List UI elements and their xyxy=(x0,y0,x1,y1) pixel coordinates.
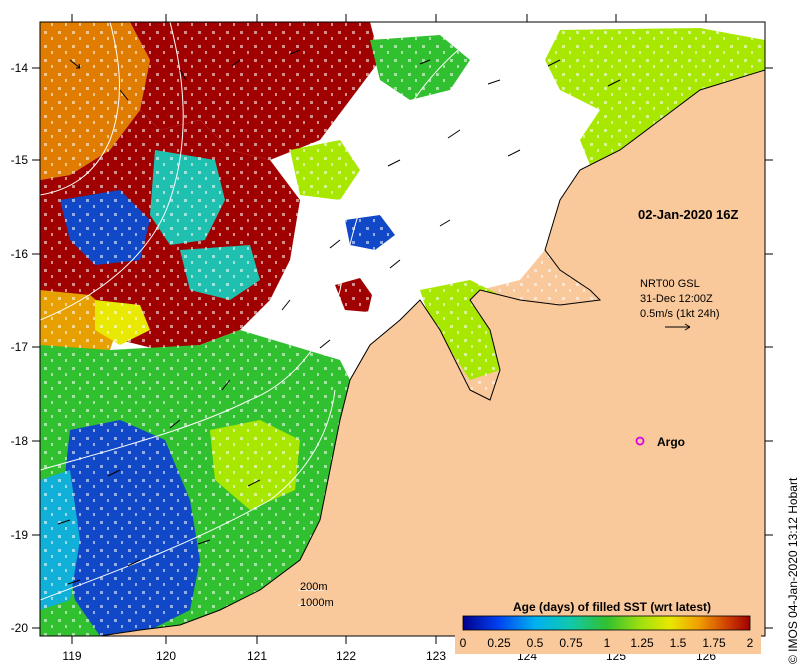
colorbar-tick: 1.75 xyxy=(702,636,726,650)
y-tick-label: -17 xyxy=(11,340,29,354)
colorbar-tick: 2 xyxy=(747,636,754,650)
y-tick-label: -16 xyxy=(11,247,29,261)
colorbar-legend: Age (days) of filled SST (wrt latest) 0 … xyxy=(455,598,761,654)
y-tick-label: -20 xyxy=(11,621,29,635)
colorbar-tick: 1.25 xyxy=(630,636,654,650)
contour-legend-1000m: 1000m xyxy=(300,597,334,609)
bathy-contour-west xyxy=(40,22,120,196)
wind-scale-arrow xyxy=(665,323,691,331)
x-tick-label: 122 xyxy=(336,649,356,663)
bathy-contour-west-2 xyxy=(40,22,184,321)
colorbar-tick: 0.25 xyxy=(487,636,511,650)
x-tick-label: 123 xyxy=(426,649,446,663)
y-tick-label: -18 xyxy=(11,434,29,448)
colorbar-title: Age (days) of filled SST (wrt latest) xyxy=(513,600,711,614)
colorbar-tick: 1.5 xyxy=(670,636,687,650)
y-tick-label: -14 xyxy=(11,61,29,75)
colorbar-tick: 0.75 xyxy=(559,636,583,650)
colorbar-tick: 0.5 xyxy=(527,636,544,650)
x-tick-label: 121 xyxy=(247,649,267,663)
wind-arrows xyxy=(57,49,621,585)
y-tick-label: -15 xyxy=(11,153,29,167)
land-mass-east xyxy=(100,70,765,636)
contour-legend-200m: 200m xyxy=(300,581,328,593)
wind-scale-label: 0.5m/s (1kt 24h) xyxy=(640,308,719,320)
plot-frame xyxy=(39,21,766,637)
argo-label: Argo xyxy=(657,435,685,449)
colorbar-tick: 1 xyxy=(604,636,611,650)
wind-time-label: 31-Dec 12:00Z xyxy=(640,293,713,305)
bathy-contour-200m xyxy=(40,39,471,471)
y-tick-label: -19 xyxy=(11,528,29,542)
wind-product-label: NRT00 GSL xyxy=(640,278,700,290)
bathy-contour-1000m xyxy=(40,389,336,601)
argo-float-marker xyxy=(635,436,645,446)
copyright-label: © IMOS 04-Jan-2020 13:12 Hobart xyxy=(786,477,800,664)
x-tick-label: 119 xyxy=(62,649,81,663)
colorbar-tick: 0 xyxy=(460,636,467,650)
colorbar-ramp xyxy=(462,615,751,631)
x-tick-label: 120 xyxy=(156,649,176,663)
timestamp-label: 02-Jan-2020 16Z xyxy=(638,207,739,222)
coastline xyxy=(99,69,765,636)
